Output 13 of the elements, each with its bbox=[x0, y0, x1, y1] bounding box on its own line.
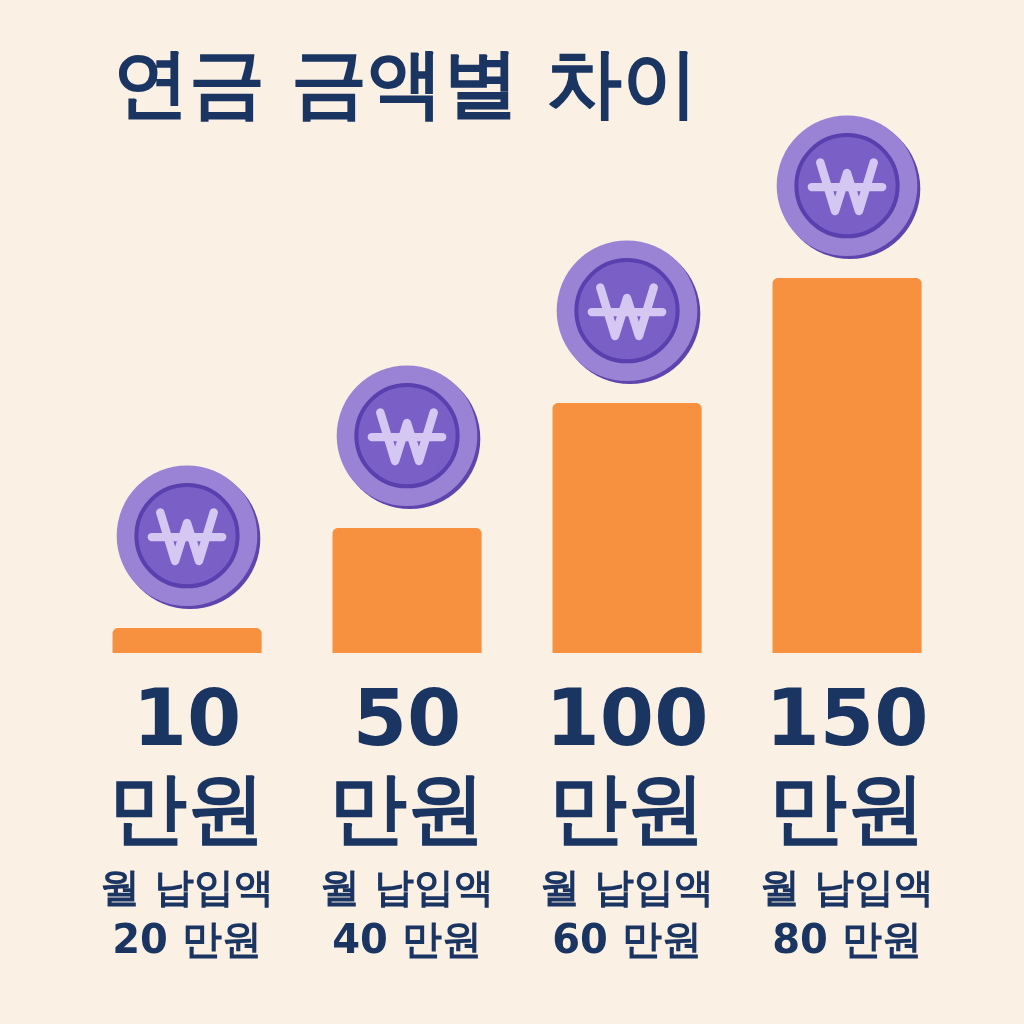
x-tick-label: 월 납입액 40 만원 bbox=[320, 863, 494, 962]
x-tick-label: 월 납입액 80 만원 bbox=[760, 863, 934, 962]
chart-title: 연금 금액별 차이 bbox=[113, 38, 698, 127]
data-label: 10 만원 bbox=[109, 673, 265, 853]
data-label: 150 만원 bbox=[765, 673, 929, 853]
bar bbox=[112, 628, 262, 653]
data-label: 50 만원 bbox=[329, 673, 485, 853]
bar bbox=[772, 278, 922, 653]
data-label: 100 만원 bbox=[545, 673, 709, 853]
x-tick-label: 월 납입액 60 만원 bbox=[540, 863, 714, 962]
x-tick-label: 월 납입액 20 만원 bbox=[100, 863, 274, 962]
bar bbox=[332, 528, 482, 653]
bar bbox=[552, 403, 702, 653]
